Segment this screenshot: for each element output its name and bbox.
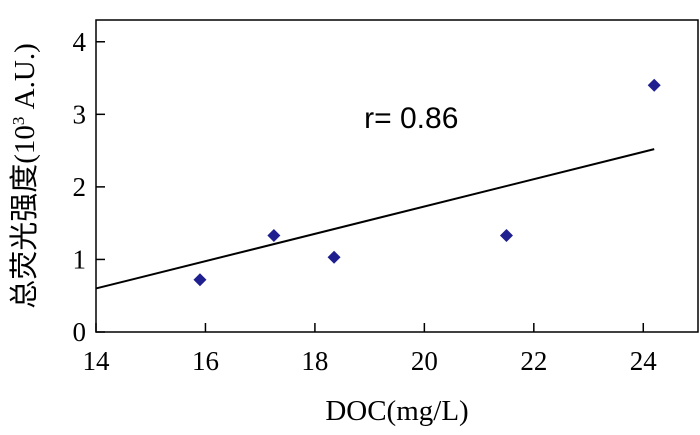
y-axis-title-superscript: 3 bbox=[9, 117, 28, 126]
correlation-annotation: r= 0.86 bbox=[364, 102, 458, 135]
data-point bbox=[499, 228, 513, 242]
y-axis-ticks: 0 1 2 3 4 bbox=[73, 27, 105, 347]
y-axis-title: 总荧光强度(103 A.U.) bbox=[8, 43, 41, 308]
y-axis-title-main: 总荧光强度(10 bbox=[8, 125, 41, 309]
x-tick-label: 22 bbox=[520, 346, 547, 376]
x-tick-label: 14 bbox=[83, 346, 111, 376]
data-point bbox=[647, 78, 661, 92]
data-point bbox=[193, 273, 207, 287]
y-tick-label: 0 bbox=[73, 317, 87, 347]
x-axis-title: DOC(mg/L) bbox=[325, 395, 468, 427]
y-tick-label: 1 bbox=[73, 244, 87, 274]
data-point bbox=[327, 250, 341, 264]
x-tick-label: 16 bbox=[192, 346, 219, 376]
data-point bbox=[267, 228, 281, 242]
x-tick-label: 18 bbox=[301, 346, 328, 376]
x-tick-label: 24 bbox=[630, 346, 658, 376]
y-tick-label: 3 bbox=[73, 99, 87, 129]
y-axis-title-tail: A.U.) bbox=[9, 43, 41, 116]
x-axis-ticks: 14 16 18 20 22 24 bbox=[83, 323, 658, 376]
data-points bbox=[193, 78, 661, 287]
plot-area-frame bbox=[95, 19, 699, 333]
y-tick-label: 4 bbox=[73, 27, 87, 57]
y-tick-label: 2 bbox=[73, 172, 87, 202]
fit-line bbox=[95, 148, 655, 290]
x-tick-label: 20 bbox=[411, 346, 438, 376]
